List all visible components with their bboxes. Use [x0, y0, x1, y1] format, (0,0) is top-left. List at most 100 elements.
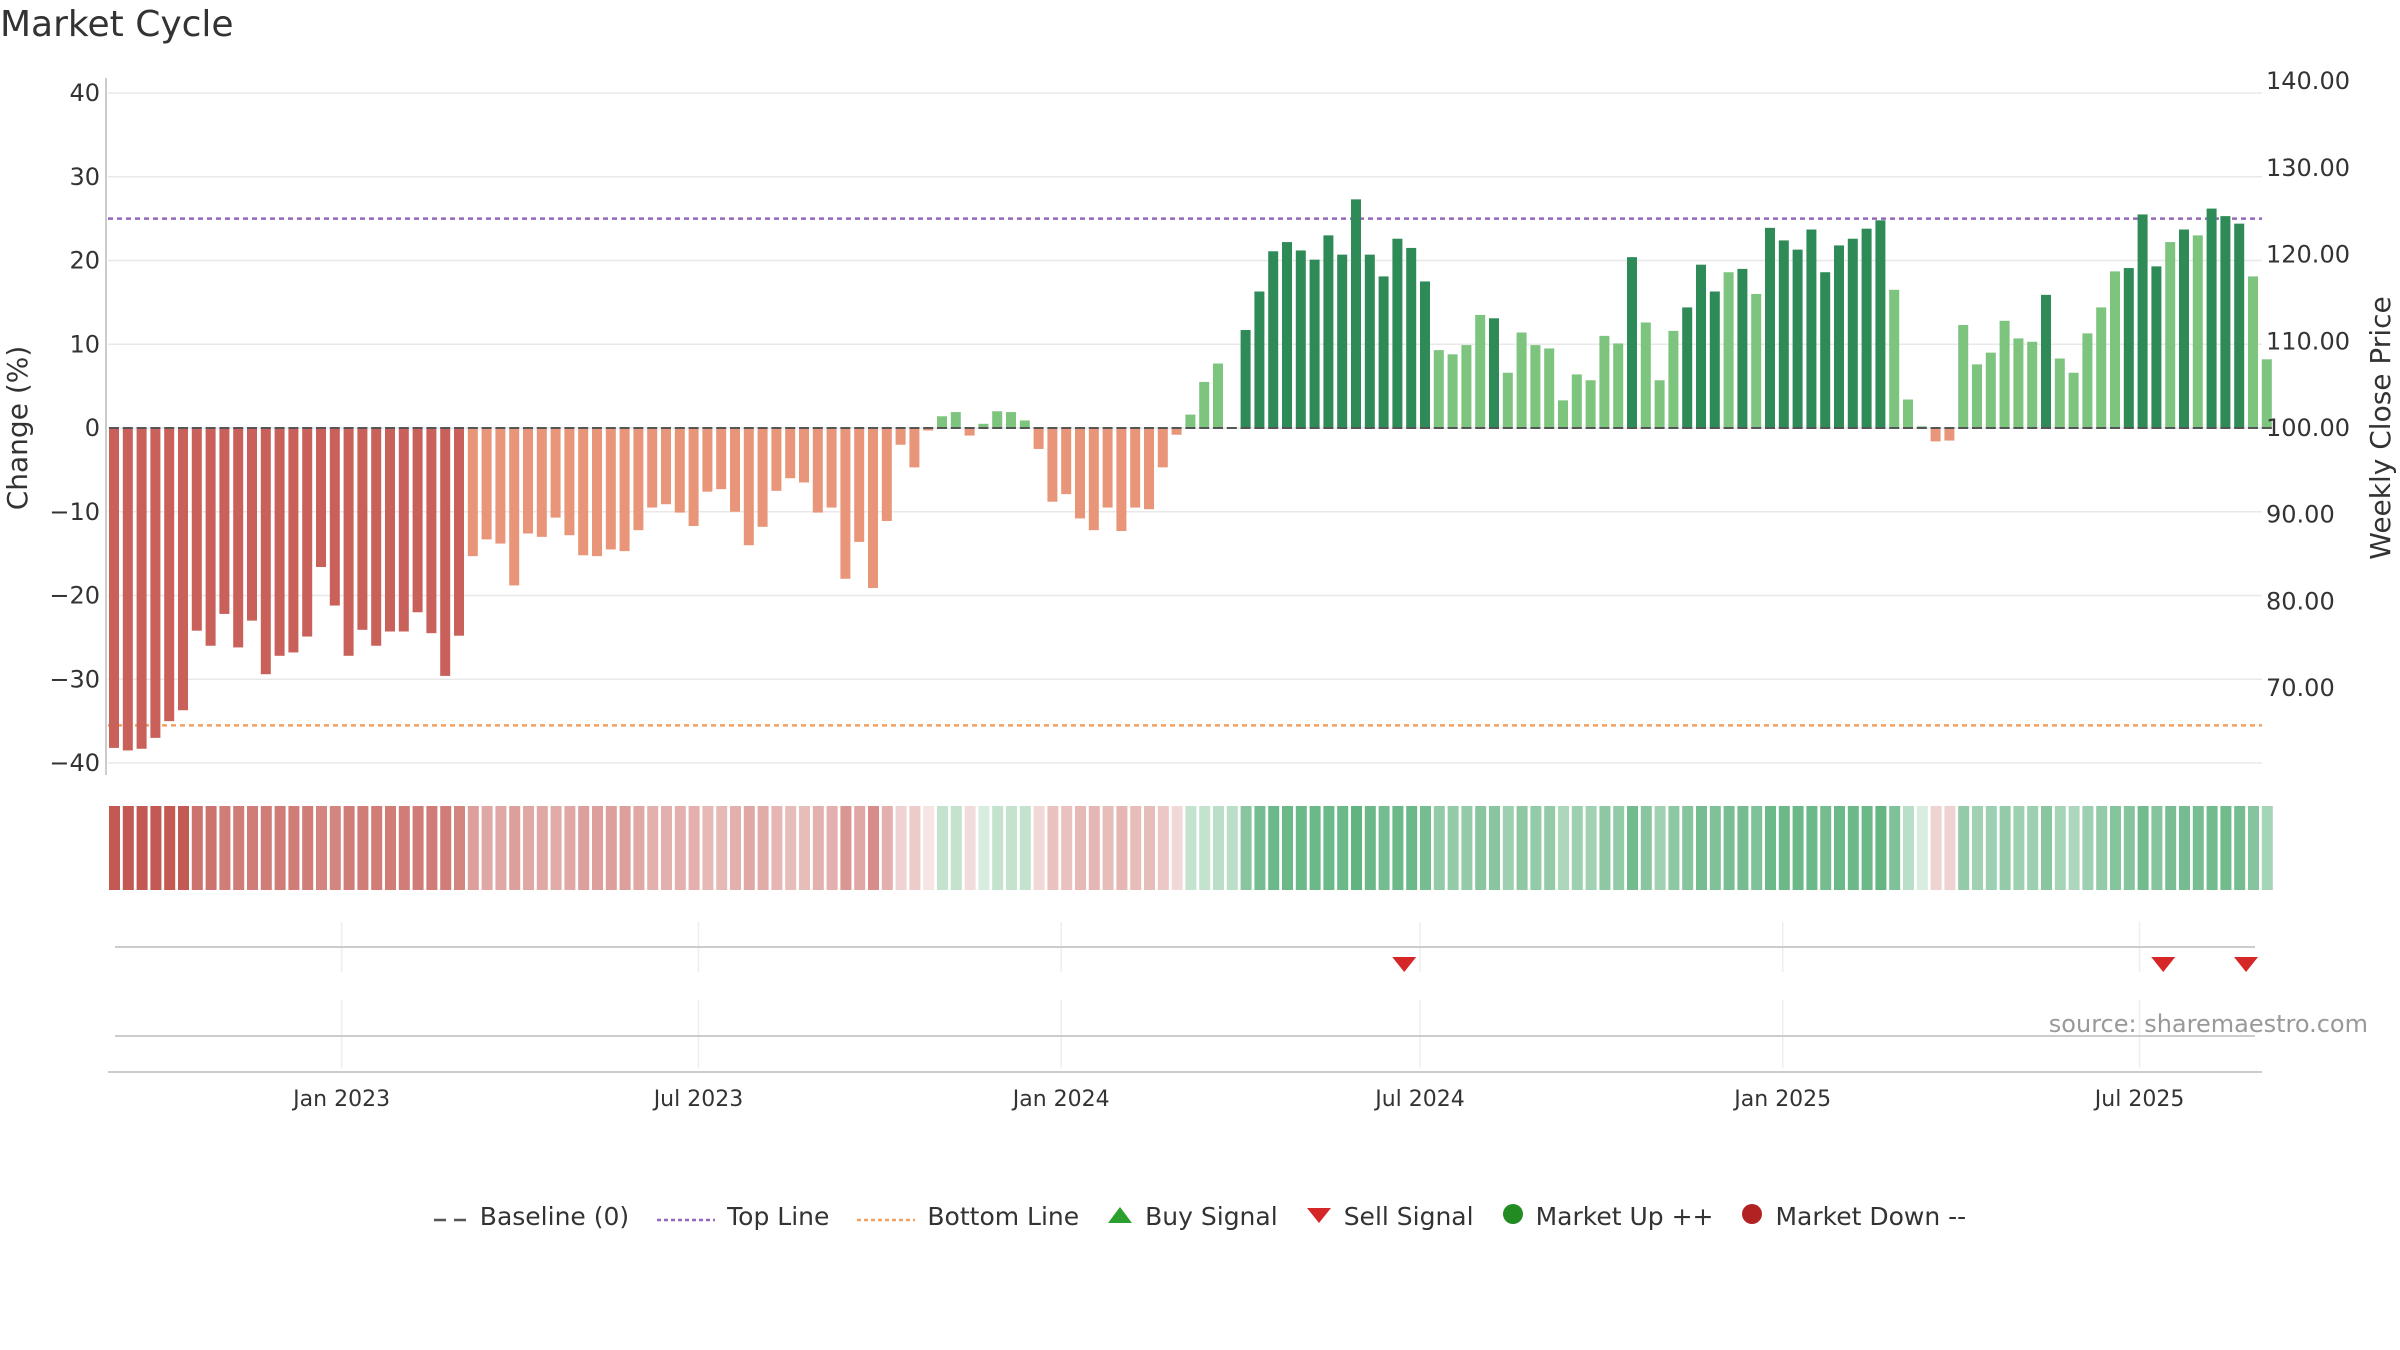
strip-cell: [1916, 806, 1928, 890]
strip-cell: [605, 806, 617, 890]
bar: [1102, 428, 1113, 508]
strip-cell: [757, 806, 769, 890]
intensity-strip: [109, 806, 2273, 890]
bar: [1903, 399, 1913, 428]
strip-cell: [1364, 806, 1376, 890]
bar: [1378, 276, 1389, 428]
bar: [1847, 238, 1858, 428]
strip-cell: [1613, 806, 1625, 890]
bar: [2261, 359, 2272, 428]
x-tick-label: Jul 2025: [2093, 1087, 2185, 1112]
strip-cell: [840, 806, 852, 890]
bar: [992, 411, 1003, 428]
strip-cell: [302, 806, 314, 890]
legend-label: Bottom Line: [927, 1202, 1080, 1231]
bar: [1295, 250, 1306, 428]
strip-cell: [1130, 806, 1142, 890]
strip-cell: [412, 806, 424, 890]
bar: [592, 428, 602, 557]
bar: [1709, 291, 1720, 428]
legend-item[interactable]: Sell Signal: [1306, 1202, 1474, 1231]
strip-cell: [1199, 806, 1211, 890]
bar: [1157, 428, 1168, 468]
strip-cell: [2220, 806, 2232, 890]
strip-cell: [1999, 806, 2011, 890]
x-tick-label: Jan 2023: [291, 1087, 390, 1112]
bar: [1489, 318, 1499, 428]
strip-cell: [1047, 806, 1059, 890]
strip-cell: [219, 806, 231, 890]
strip-cell: [1820, 806, 1832, 890]
bar: [164, 428, 175, 722]
strip-cell: [868, 806, 879, 890]
bars-layer: [109, 199, 2272, 751]
strip-cell: [992, 806, 1004, 890]
strip-cell: [592, 806, 603, 890]
y-left-axis-label: Change (%): [1, 346, 34, 511]
bar: [136, 428, 147, 749]
strip-cell: [1075, 806, 1086, 890]
legend-item[interactable]: Market Down --: [1741, 1202, 1966, 1231]
legend-item[interactable]: Buy Signal: [1107, 1202, 1278, 1231]
bar: [1199, 381, 1210, 428]
bar: [454, 428, 464, 636]
bar: [923, 428, 934, 431]
legend: Baseline (0) Top Line Bottom Line Buy Signa…: [0, 1202, 2400, 1231]
strip-cell: [1682, 806, 1694, 890]
circle-icon: [1741, 1202, 1763, 1231]
legend-item[interactable]: Bottom Line: [857, 1202, 1079, 1231]
bar: [2110, 271, 2120, 428]
bar: [1654, 380, 1665, 428]
strip-cell: [1268, 806, 1280, 890]
bar: [1364, 254, 1375, 428]
strip-cell: [1875, 806, 1887, 890]
strip-cell: [1627, 806, 1638, 890]
bar: [1061, 428, 1072, 495]
bar: [2234, 223, 2245, 428]
legend-label: Market Up ++: [1535, 1202, 1714, 1231]
legend-item[interactable]: Baseline (0): [433, 1202, 629, 1231]
strip-cell: [1116, 806, 1128, 890]
bar: [1171, 428, 1182, 435]
strip-cell: [440, 806, 452, 890]
legend-item[interactable]: Market Up ++: [1502, 1202, 1714, 1231]
bar: [1116, 428, 1127, 532]
strip-cell: [1282, 806, 1293, 890]
strip-cell: [2234, 806, 2246, 890]
bar: [1958, 324, 1969, 428]
strip-cell: [329, 806, 341, 890]
bar: [868, 428, 878, 588]
bar: [1530, 345, 1541, 428]
bar: [1751, 294, 1762, 428]
strip-cell: [2027, 806, 2039, 890]
bar: [550, 428, 561, 518]
bar: [1502, 372, 1513, 428]
strip-cell: [1640, 806, 1652, 890]
strip-cell: [1447, 806, 1459, 890]
bar: [1406, 247, 1417, 428]
bar: [1047, 428, 1058, 502]
bar: [674, 428, 685, 513]
bar: [2082, 333, 2093, 428]
bar: [1571, 374, 1582, 428]
bar: [1820, 272, 1831, 428]
strip-cell: [799, 806, 810, 890]
strip-cell: [2248, 806, 2259, 890]
bar: [1544, 348, 1555, 428]
bar: [274, 428, 285, 656]
legend-item[interactable]: Top Line: [657, 1202, 829, 1231]
strip-cell: [150, 806, 162, 890]
bar: [826, 428, 837, 508]
strip-cell: [923, 806, 935, 890]
bar: [398, 428, 409, 632]
bar: [1930, 428, 1941, 442]
strip-cell: [454, 806, 465, 890]
bar: [1240, 330, 1251, 428]
bar: [1323, 235, 1334, 428]
strip-cell: [2206, 806, 2218, 890]
bar: [1834, 245, 1844, 428]
strip-cell: [385, 806, 396, 890]
bar: [495, 428, 506, 544]
bar: [2068, 372, 2079, 428]
strip-cell: [1654, 806, 1666, 890]
